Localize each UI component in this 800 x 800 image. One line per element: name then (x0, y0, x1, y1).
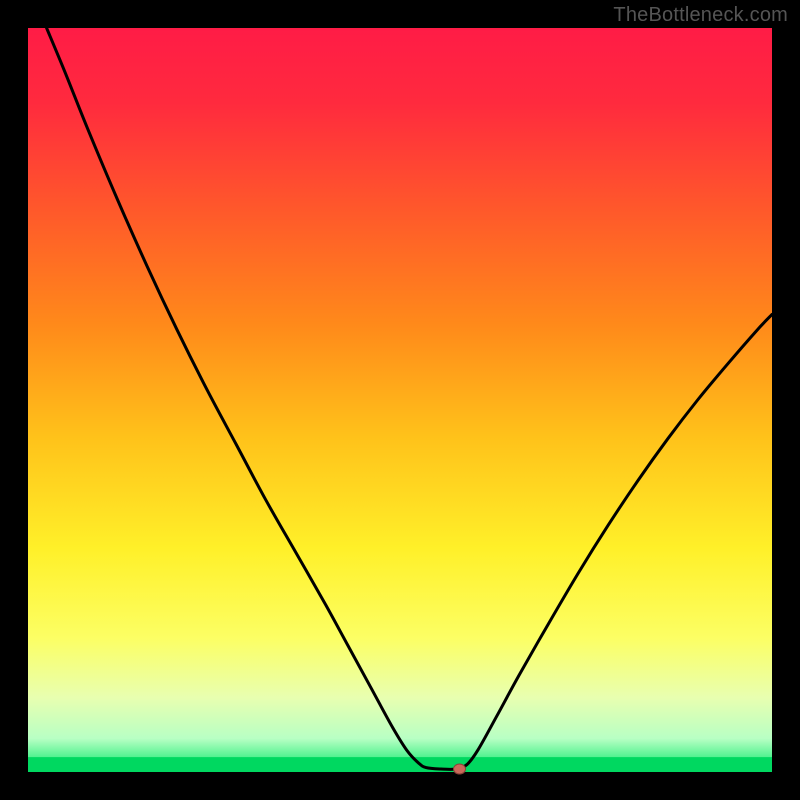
plot-gradient (28, 28, 772, 772)
bottleneck-chart: TheBottleneck.com (0, 0, 800, 800)
watermark-text: TheBottleneck.com (613, 4, 788, 27)
plot-bottom-band (28, 757, 772, 772)
chart-svg (0, 0, 800, 800)
optimum-marker (454, 764, 466, 774)
